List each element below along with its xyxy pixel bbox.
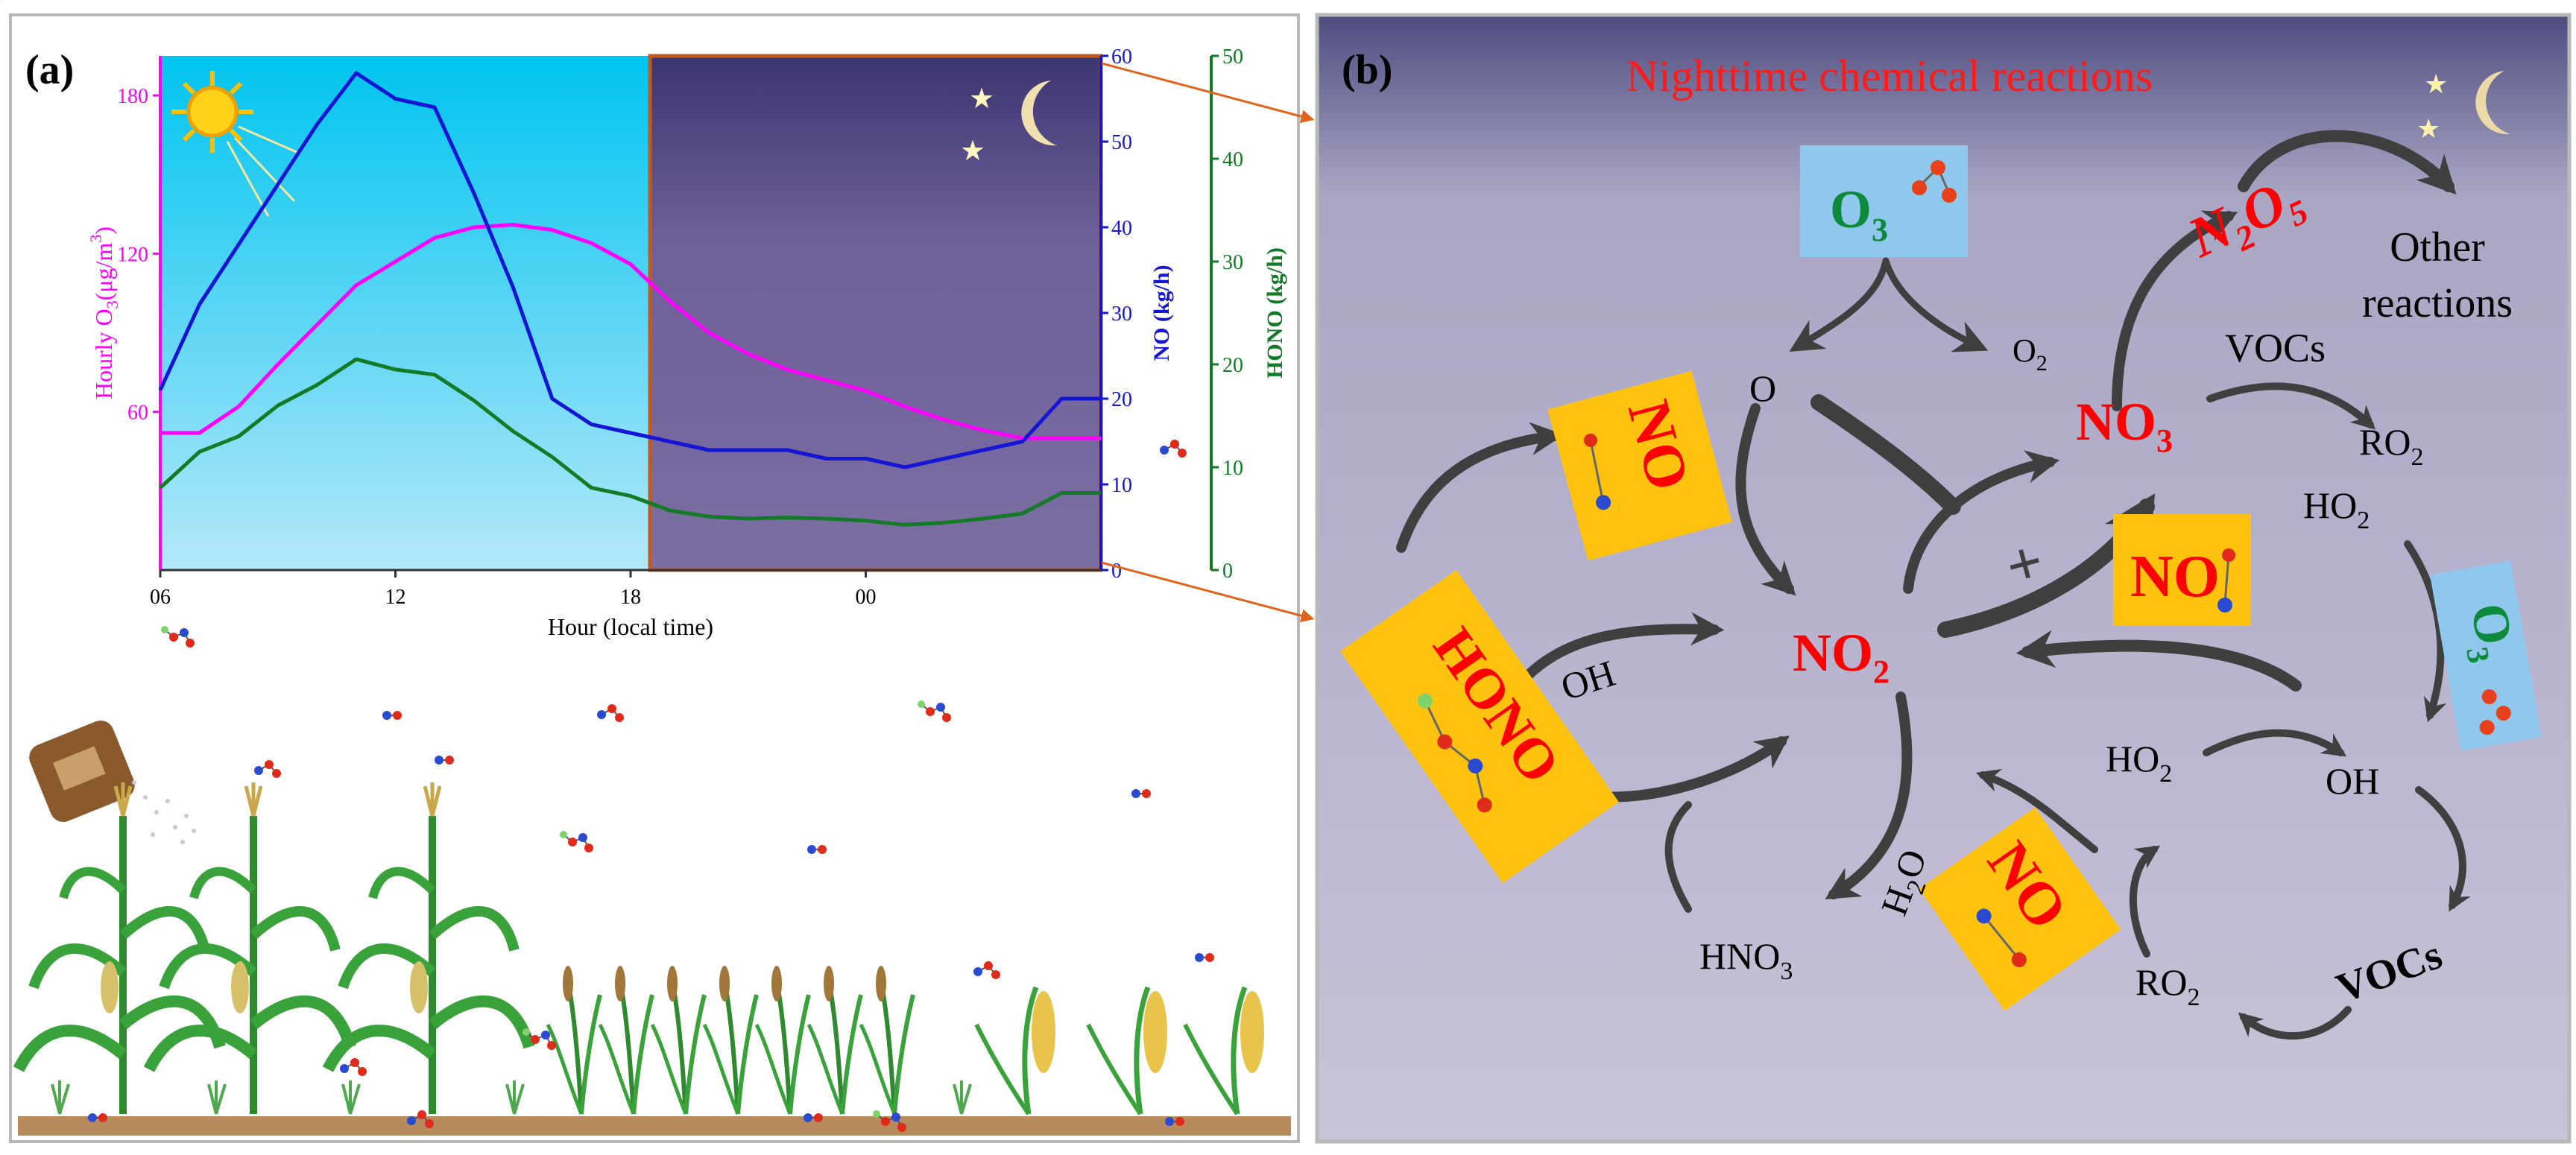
left-tick-label: 60 [127,402,148,425]
other-reactions-line2: reactions [2362,280,2513,326]
panel-a-label: (a) [25,47,74,93]
o3-molecule-icon [2479,689,2511,735]
hno3-label: HNO3 [1699,935,1793,985]
left-tick-label: 120 [117,243,148,266]
no-tick-label: 60 [1111,45,1132,69]
hono-tick-label: 0 [1222,560,1233,583]
x-tick-label: 06 [150,586,171,609]
star-icon: ★ [960,136,985,167]
star-icon: ★ [2416,114,2440,144]
no-axis-title: NO (kg/h) [1149,265,1174,361]
panel-b-label: (b) [1342,47,1392,93]
ho2-label-right: HO2 [2303,484,2370,534]
ro2-label-right: RO2 [2359,421,2423,471]
sun-icon [171,71,299,217]
no-tick-label: 50 [1111,131,1132,154]
moon-icon [2475,71,2510,135]
no-box-bottom [1919,807,2121,1011]
x-tick-label: 00 [856,586,877,609]
o3-label-top: O3 [1830,180,1888,248]
hono-axis-title: HONO (kg/h) [1263,247,1287,379]
hono-box [1340,569,1619,884]
no2-label: NO2 [1793,623,1890,690]
farm-scene [0,0,1291,1136]
no-box-upper [1547,370,1732,561]
hono-tick-label: 20 [1222,354,1243,377]
svg-text:Hourly O3(μg/m3): Hourly O3(μg/m3) [86,227,121,399]
panel-b-title: Nighttime chemical reactions [1626,51,2153,101]
series-line-hono [159,357,1101,527]
no-tick-label: 30 [1111,303,1132,326]
vocs-label-top: VOCs [2225,326,2326,370]
connector-arrow [1101,62,1315,123]
no-molecule-icon [1583,433,1611,510]
no-label-right: NO [2130,544,2220,610]
series-line-hourly-o3 [160,223,1101,440]
day-background [160,56,648,570]
x-tick-label: 18 [620,586,641,609]
panel-b: (b) Nighttime chemical reactions ★ ★ [1315,13,2572,1144]
moon-icon [1021,80,1057,146]
hono-tick-label: 40 [1222,148,1243,171]
no-tick-label: 10 [1111,474,1132,497]
other-reactions-line1: Other [2390,224,2485,270]
hono-tick-label: 10 [1222,457,1243,480]
left-axis-title: Hourly O3(μg/m3) [86,227,121,399]
o3-box-side [2429,560,2542,751]
connector-arrow [1101,561,1315,622]
ho2-label-bottom: HO2 [2106,738,2172,788]
o3-molecule-icon [1912,160,1957,203]
hono-tick-label: 30 [1222,251,1243,274]
x-tick-label: 12 [385,586,406,609]
soil [18,1116,1291,1136]
x-axis-title: Hour (local time) [548,613,713,640]
no-molecule-icon [2217,548,2235,613]
ro2-label-bottom: RO2 [2135,961,2200,1011]
no-molecule-icon [1976,908,2027,967]
fertilizer-bag-icon [29,720,196,844]
no-tick-label: 40 [1111,217,1132,240]
night-background [648,54,1103,572]
series-line-no [158,71,1101,469]
hono-molecule-icon [1418,693,1492,813]
o2-label: O2 [2012,332,2048,376]
o-atom-label: O [1749,367,1776,409]
no3-label: NO3 [2076,392,2173,459]
oh-label-right: OH [2326,760,2379,802]
hono-tick-label: 50 [1222,45,1243,69]
no-tick-label: 0 [1111,560,1122,583]
star-icon: ★ [969,83,994,115]
no-tick-label: 20 [1111,388,1132,411]
left-tick-label: 180 [117,85,148,108]
star-icon: ★ [2424,69,2448,99]
